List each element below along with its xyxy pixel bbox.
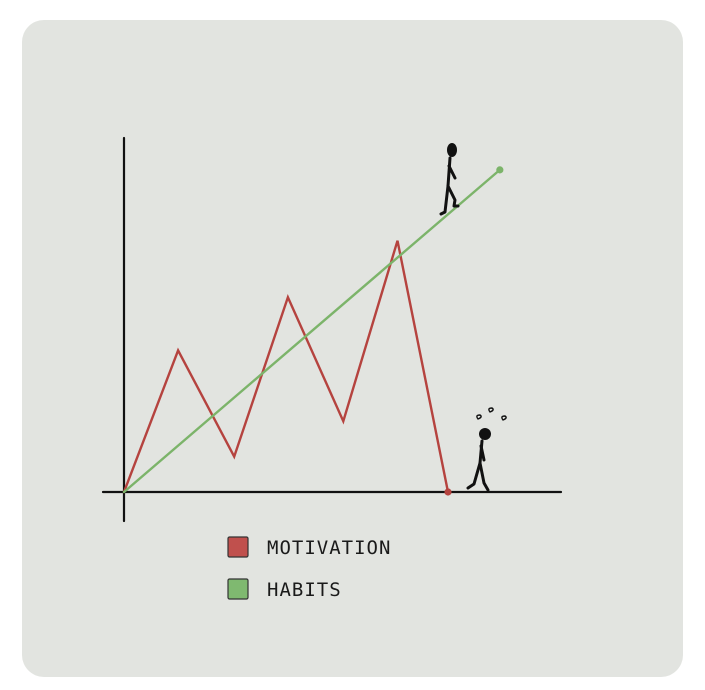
chart-card: [22, 20, 683, 677]
habits-line: [122, 168, 501, 494]
motivation-line: [122, 240, 450, 494]
motivation-end-point: [444, 488, 452, 496]
legend-label-motivation: MOTIVATION: [267, 537, 391, 559]
legend-label-habits: HABITS: [267, 579, 342, 601]
legend: MOTIVATION HABITS: [227, 536, 391, 601]
habits-end-point: [496, 166, 504, 174]
dizzy-stick-figure-icon: [466, 407, 507, 492]
legend-swatch-habits: [227, 578, 249, 600]
series-group: [122, 166, 504, 496]
figures-group: [439, 143, 507, 492]
legend-swatch-motivation: [227, 536, 249, 558]
axes: [101, 136, 563, 523]
walking-stick-figure-icon: [439, 143, 460, 216]
